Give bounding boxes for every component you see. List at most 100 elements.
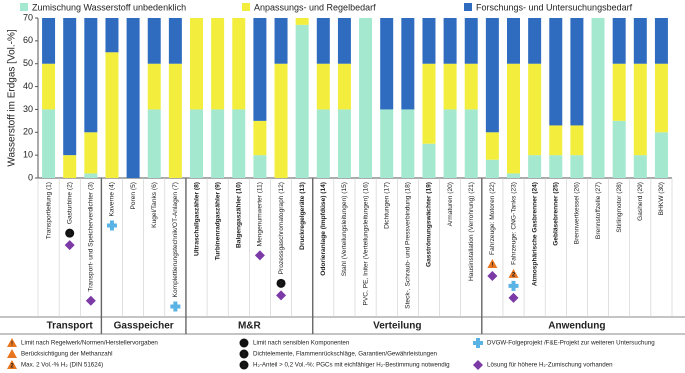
note-diamond: [254, 250, 265, 261]
bar-segment: [84, 18, 98, 133]
bar-segment: [274, 63, 288, 178]
bar-segment: [316, 63, 330, 110]
y-tick-label: 30: [23, 104, 33, 114]
note-cross: [473, 338, 483, 348]
x-tick-label: PVC, PE, Initer (Verteilungsleitungen) (…: [362, 182, 369, 306]
bar-segment: [549, 125, 563, 156]
bar-segment: [528, 63, 542, 156]
bar-segment: [253, 155, 267, 178]
bar-segment: [507, 173, 520, 178]
legend-label: Anpassungs- und Regelbedarf: [254, 2, 376, 12]
group-label: M&R: [238, 321, 262, 332]
bar-segment: [42, 18, 56, 64]
note-glyph: 1: [242, 352, 246, 358]
bar-segment: [84, 132, 98, 174]
bar-segment: [295, 24, 309, 178]
y-axis-label: Wasserstoff im Erdgas [Vol.-%]: [7, 29, 18, 166]
x-tick-label: Turbinenradgaszähler (9): [214, 182, 221, 260]
bar-segment: [63, 155, 77, 178]
bar-segment: [485, 159, 499, 178]
bar-segment: [168, 63, 182, 178]
y-tick-label: 40: [23, 81, 33, 91]
bar-segment: [380, 18, 394, 110]
bar-segment: [443, 18, 457, 64]
bar-segment: [190, 109, 203, 178]
bar-segment: [654, 18, 668, 64]
x-tick-label: BHKW (30): [658, 182, 665, 215]
note-glyph: 2: [242, 363, 246, 369]
note-text: DVGW-Folgeprojekt /F&E-Projekt zur weite…: [487, 340, 655, 347]
bar-segment: [422, 143, 436, 178]
group-label: Verteilung: [373, 321, 421, 332]
note-triangle: [7, 338, 17, 347]
y-tick-label: 20: [23, 127, 33, 137]
bar-segment: [401, 18, 415, 110]
bar-segment: [549, 18, 563, 126]
bar-segment: [274, 18, 288, 64]
bar-segment: [147, 109, 161, 178]
note-triangle: [7, 360, 17, 369]
x-tick-label: Balgengaszähler (10): [236, 182, 243, 248]
x-tick-label: Steck-, Schraub- und Pressverbindung (18…: [405, 182, 412, 309]
bar-segment: [42, 109, 56, 178]
note-glyph: 2: [279, 281, 283, 287]
note-glyph: 2: [512, 272, 516, 278]
bar-segment: [337, 63, 351, 110]
bar-segment: [147, 18, 161, 64]
note-glyph: !: [11, 342, 13, 348]
y-tick-label: 0: [28, 172, 33, 182]
bar-segment: [126, 18, 140, 178]
note-diamond: [487, 270, 498, 281]
bar-segment: [337, 109, 351, 178]
x-tick-label: Fahrzeuge: CNG-Tanks (23): [510, 182, 517, 265]
x-tick-label: Poren (5): [130, 182, 137, 210]
note-diamond: [508, 292, 519, 303]
group-label: Gasspeicher: [114, 321, 174, 332]
note-text: Dichtelemente, Flammenrückschläge, Garan…: [253, 351, 438, 358]
bar-segment: [633, 18, 647, 64]
x-tick-label: Kaverne (4): [109, 182, 116, 216]
x-tick-label: Gasströmungswächter (19): [426, 182, 433, 267]
note-circle: [239, 349, 249, 359]
bar-segment: [380, 109, 394, 178]
x-tick-label: Komplettierungstechnik/OT-Anlagen (7): [172, 182, 179, 297]
bar-segment: [464, 18, 478, 64]
bar-segment: [401, 109, 415, 178]
x-tick-label: Odorieranlage (Impfdüse) (14): [320, 182, 327, 276]
bar-segment: [422, 63, 436, 144]
bar-segment: [316, 18, 330, 64]
note-cross: [508, 280, 519, 291]
note-glyph: 1: [68, 231, 72, 237]
note-circle: [65, 228, 75, 238]
x-tick-label: Gasherd (29): [637, 182, 644, 221]
note-triangle: [7, 349, 17, 358]
x-tick-label: Dichtungen (17): [383, 182, 390, 229]
note-diamond: [64, 240, 75, 251]
y-tick-label: 10: [23, 150, 33, 160]
note-diamond: [276, 290, 287, 301]
note-triangle: [487, 258, 498, 268]
bar-segment: [63, 18, 77, 156]
note-cross: [170, 301, 181, 312]
y-tick-label: 70: [23, 12, 33, 22]
bar-segment: [211, 109, 225, 178]
bar-segment: [295, 18, 309, 25]
bar-segment: [654, 63, 668, 133]
x-tick-label: Brennwertkessel (26): [574, 182, 581, 244]
x-tick-label: Hausinstallation (Verrohrung) (21): [468, 182, 475, 281]
bar-segment: [232, 109, 246, 178]
bar-segment: [211, 18, 225, 110]
bar-segment: [612, 18, 626, 64]
note-cross: [106, 220, 117, 231]
bar-segment: [633, 63, 647, 156]
x-tick-label: Transport- und Speicherverdichter (3): [88, 182, 95, 292]
x-tick-label: Brennstoffzelle (27): [595, 182, 602, 239]
x-tick-label: Ultraschallgaszähler (8): [193, 182, 200, 256]
bar-segment: [316, 109, 330, 178]
note-text: Max. 2 Vol.-% H₂ (DIN 51624): [21, 362, 103, 369]
bar-segment: [443, 109, 457, 178]
note-glyph: !: [491, 263, 493, 269]
bar-segment: [549, 155, 563, 178]
bar-segment: [633, 155, 647, 178]
bar-segment: [464, 109, 478, 178]
